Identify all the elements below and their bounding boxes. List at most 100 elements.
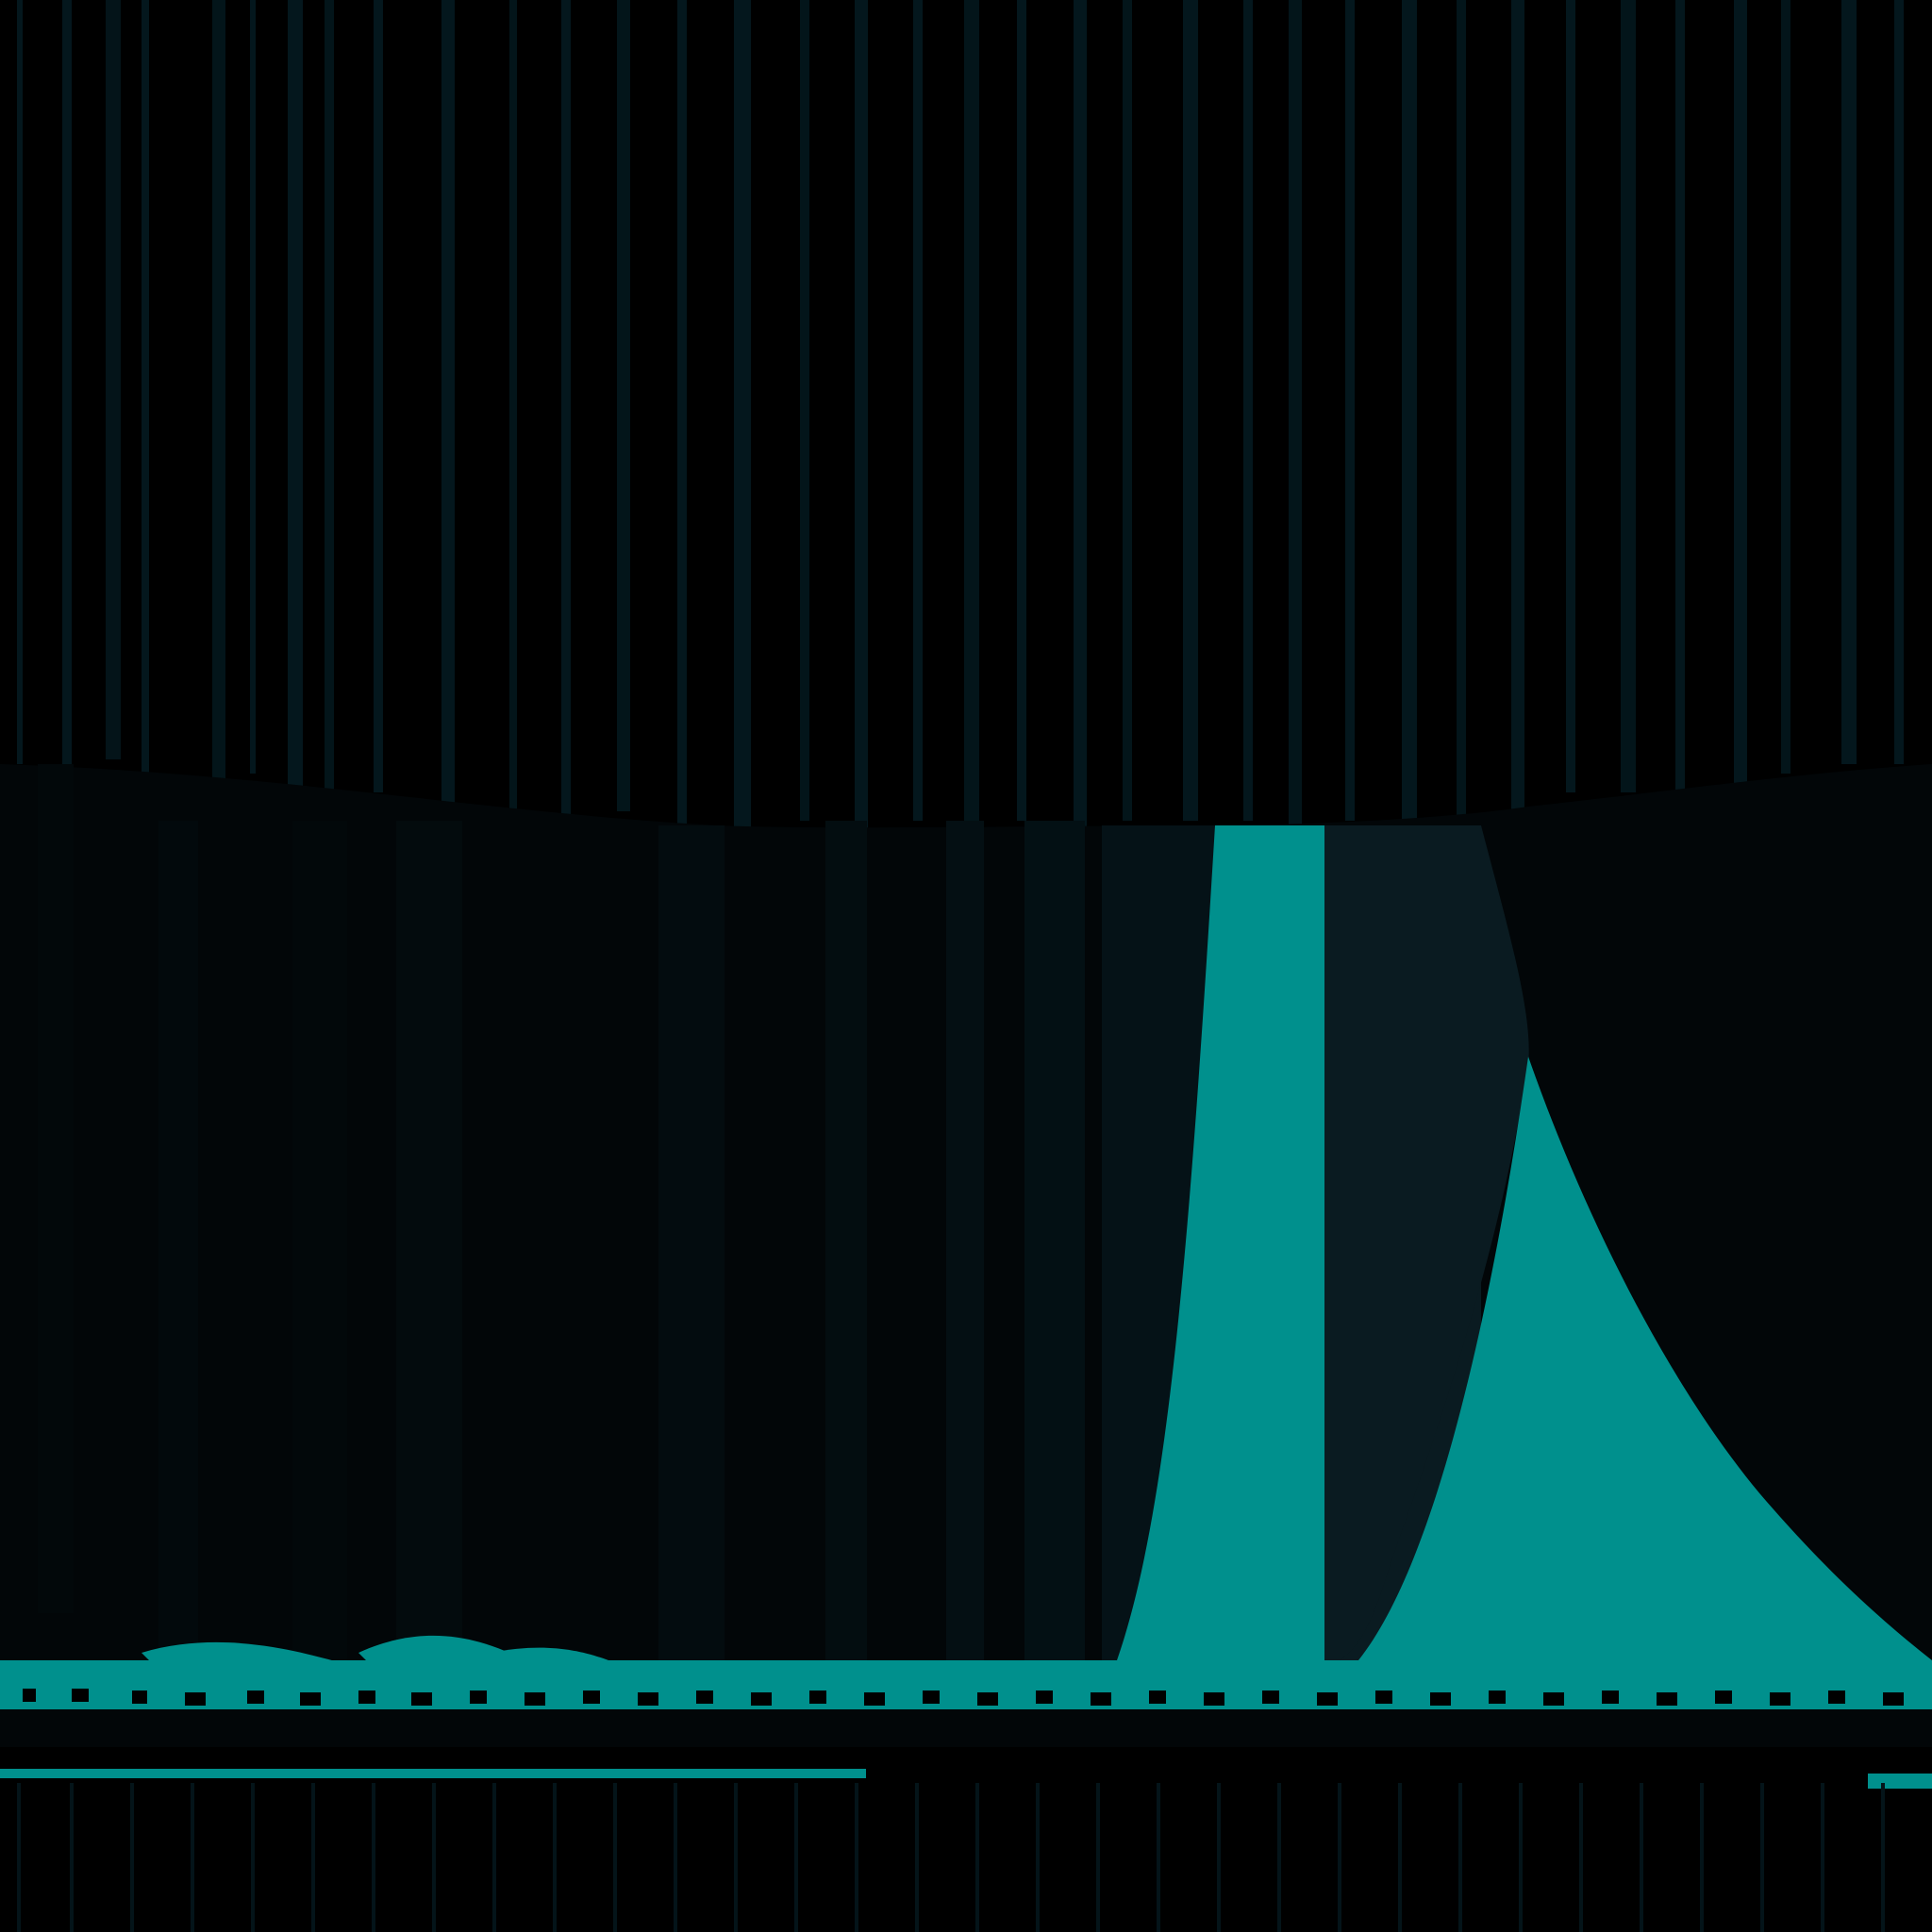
stripe	[374, 0, 383, 792]
stripe	[1566, 0, 1575, 792]
upper-vertical-stripes	[17, 0, 1904, 830]
stripe	[70, 1783, 74, 1932]
stripe	[1894, 0, 1904, 764]
stripe	[1243, 0, 1253, 821]
dot	[1036, 1690, 1053, 1704]
stripe	[1277, 1783, 1281, 1932]
dot	[1657, 1692, 1677, 1706]
stripe	[1458, 1783, 1462, 1932]
dot	[923, 1690, 940, 1704]
stripe	[677, 0, 687, 825]
panel	[158, 821, 198, 1670]
stripe	[1157, 1783, 1160, 1932]
dot	[1262, 1690, 1279, 1704]
stripe	[674, 1783, 677, 1932]
stripe	[734, 1783, 738, 1932]
stripe	[62, 0, 72, 774]
teal-mark	[1868, 1774, 1932, 1789]
stripe	[794, 1783, 798, 1932]
dark-strip	[0, 1709, 1932, 1747]
dot	[358, 1690, 375, 1704]
stripe	[130, 1783, 134, 1932]
stripe	[509, 0, 517, 811]
stripe	[251, 1783, 255, 1932]
stripe	[1289, 0, 1302, 830]
stripe	[1760, 1783, 1764, 1932]
dot	[977, 1692, 998, 1706]
stripe	[1398, 1783, 1402, 1932]
dot	[1602, 1690, 1619, 1704]
panel	[946, 821, 984, 1670]
stripe	[1841, 0, 1857, 764]
dot	[1489, 1690, 1506, 1704]
dot	[1543, 1692, 1564, 1706]
dot	[1430, 1692, 1451, 1706]
dot	[864, 1692, 885, 1706]
stripe	[1675, 0, 1685, 792]
dot	[638, 1692, 658, 1706]
panel	[292, 821, 347, 1670]
stripe	[1345, 0, 1355, 821]
stripe	[1402, 0, 1417, 821]
stripe	[212, 0, 225, 783]
stripe	[1579, 1783, 1583, 1932]
dot	[72, 1689, 89, 1702]
stripe	[1700, 1783, 1704, 1932]
stripe	[106, 0, 121, 759]
teal-band	[0, 1660, 1932, 1709]
stripe	[250, 0, 256, 774]
stripe	[191, 1783, 194, 1932]
stripe	[17, 0, 23, 764]
dot	[583, 1690, 600, 1704]
stripe	[613, 1783, 617, 1932]
stripe	[142, 0, 149, 792]
stripe	[1457, 0, 1466, 821]
stripe	[561, 0, 571, 821]
teal-wave	[491, 1647, 613, 1662]
dot	[247, 1690, 264, 1704]
stripe	[492, 1783, 496, 1932]
stripe	[553, 1783, 557, 1932]
dot	[185, 1692, 206, 1706]
stripe	[311, 1783, 315, 1932]
panel	[38, 764, 74, 1613]
bottom-dot-pattern	[23, 1689, 1904, 1706]
stripe	[325, 0, 334, 811]
dot	[1204, 1692, 1224, 1706]
dot	[1883, 1692, 1904, 1706]
stripe	[1338, 1783, 1341, 1932]
dot	[525, 1692, 545, 1706]
stripe	[913, 0, 923, 821]
stripe	[1217, 1783, 1221, 1932]
dot	[1715, 1690, 1732, 1704]
dot	[1375, 1690, 1392, 1704]
stripe	[1183, 0, 1198, 821]
dot	[132, 1690, 147, 1704]
dot	[1828, 1690, 1845, 1704]
dot	[1317, 1692, 1338, 1706]
stripe	[1881, 1783, 1885, 1932]
dot	[300, 1692, 321, 1706]
stripe	[1621, 0, 1636, 792]
dot	[751, 1692, 772, 1706]
stripe	[1017, 0, 1026, 821]
stripe	[1096, 1783, 1100, 1932]
dot	[1770, 1692, 1790, 1706]
panel	[825, 821, 867, 1670]
teal-slope	[1358, 1057, 1932, 1660]
stripe	[1640, 1783, 1643, 1932]
stripe	[1821, 1783, 1824, 1932]
stripe	[1511, 0, 1524, 811]
stripe	[734, 0, 751, 830]
dot	[470, 1690, 487, 1704]
dot	[411, 1692, 432, 1706]
stripe	[800, 0, 809, 821]
stripe	[1074, 0, 1087, 830]
dot	[1091, 1692, 1111, 1706]
stripe	[372, 1783, 375, 1932]
teal-curved-column	[1117, 825, 1324, 1660]
stripe	[432, 1783, 436, 1932]
panel	[396, 821, 462, 1670]
